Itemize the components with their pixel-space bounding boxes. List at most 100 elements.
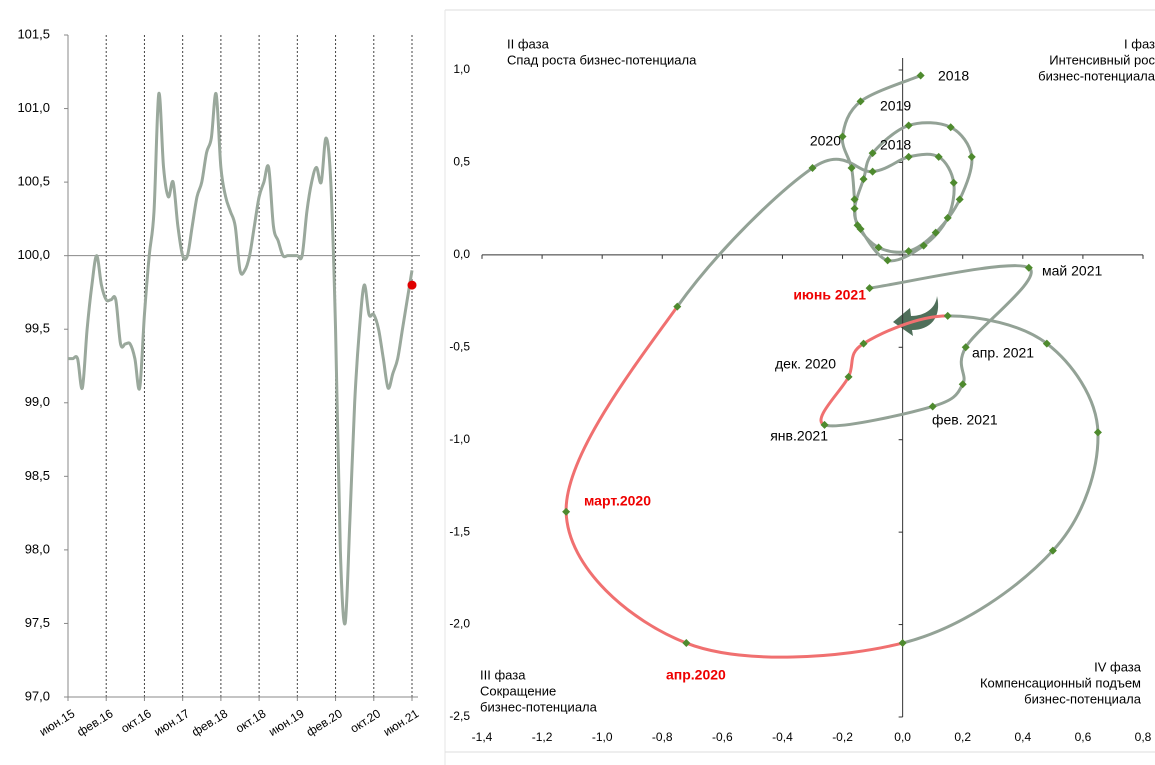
x-tick-label: -0,2 — [832, 730, 853, 744]
x-tick-label: 0,8 — [1135, 730, 1152, 744]
point-marker — [919, 241, 928, 250]
x-tick-label: 0,4 — [1014, 730, 1031, 744]
point-marker — [943, 311, 952, 320]
x-tick-label: июн.19 — [266, 706, 307, 739]
point-marker — [847, 163, 856, 172]
point-marker — [904, 247, 913, 256]
x-tick-label: июн.15 — [37, 706, 78, 739]
phase-label: IV фаза — [1094, 659, 1142, 674]
x-tick-label: окт.16 — [118, 706, 154, 735]
annotation: фев. 2021 — [932, 412, 998, 428]
phase-label: бизнес-потенциала — [1038, 68, 1155, 83]
y-tick-label: 98,0 — [25, 541, 50, 556]
annotation: 2018 — [880, 137, 911, 153]
annotation: 2018 — [938, 68, 969, 84]
point-marker — [1024, 263, 1033, 272]
point-marker — [934, 152, 943, 161]
annotation: май 2021 — [1042, 263, 1102, 279]
phase-label: Компенсационный подъем — [980, 675, 1141, 690]
annotation: янв.2021 — [770, 428, 828, 444]
connector — [862, 314, 948, 345]
point-marker — [928, 402, 937, 411]
point-marker — [883, 256, 892, 265]
point-marker — [946, 123, 955, 132]
trajectory — [676, 74, 974, 308]
trajectory — [947, 314, 1100, 552]
connector — [564, 305, 679, 512]
x-tick-label: фев.16 — [74, 706, 115, 739]
x-tick-label: июн.17 — [151, 706, 192, 739]
x-tick-label: -1,0 — [592, 730, 613, 744]
y-tick-label: -2,0 — [449, 617, 470, 631]
point-marker — [955, 195, 964, 204]
x-tick-label: -1,2 — [532, 730, 553, 744]
point-marker — [958, 380, 967, 389]
phase-label: I фаз — [1124, 36, 1155, 51]
annotation: март.2020 — [584, 493, 651, 509]
point-marker — [838, 132, 847, 141]
x-tick-label: 0,6 — [1075, 730, 1092, 744]
y-tick-label: 1,0 — [453, 62, 470, 76]
trajectory — [869, 264, 1033, 408]
y-tick-label: -0,5 — [449, 339, 470, 353]
annotation: 2019 — [880, 98, 911, 114]
point-marker — [844, 372, 853, 381]
annotation: апр. 2021 — [972, 345, 1034, 361]
point-marker — [961, 343, 970, 352]
point-marker — [916, 71, 925, 80]
point-marker — [1042, 339, 1051, 348]
point-marker — [967, 152, 976, 161]
y-tick-label: 99,0 — [25, 394, 50, 409]
phase-label: бизнес-потенциала — [1024, 691, 1142, 706]
phase-label: Сокращение — [480, 683, 556, 698]
annotation: 2020 — [810, 133, 841, 149]
x-tick-label: -1,4 — [472, 730, 493, 744]
point-marker — [682, 639, 691, 648]
annotation: апр.2020 — [666, 667, 726, 683]
point-marker — [931, 228, 940, 237]
point-marker — [407, 280, 417, 290]
x-tick-label: окт.20 — [348, 706, 384, 735]
point-marker — [949, 178, 958, 187]
y-tick-label: 101,5 — [17, 26, 50, 41]
connector — [902, 549, 1054, 645]
point-marker — [820, 420, 829, 429]
phase-label: бизнес-потенциала — [480, 699, 598, 714]
y-tick-label: -1,5 — [449, 524, 470, 538]
point-marker — [856, 97, 865, 106]
point-marker — [562, 507, 571, 516]
phase-label: Интенсивный рос — [1049, 52, 1155, 67]
x-tick-label: июн.21 — [381, 706, 422, 739]
x-tick-label: 0,0 — [894, 730, 911, 744]
point-marker — [850, 204, 859, 213]
y-tick-label: 101,0 — [17, 100, 50, 115]
y-tick-label: 97,0 — [25, 688, 50, 703]
y-tick-label: 0,5 — [453, 155, 470, 169]
point-marker — [856, 224, 865, 233]
y-tick-label: 100,0 — [17, 247, 50, 262]
y-tick-label: 98,5 — [25, 468, 50, 483]
x-tick-label: 0,2 — [954, 730, 971, 744]
point-marker — [859, 175, 868, 184]
point-marker — [904, 121, 913, 130]
trajectory — [564, 511, 904, 659]
y-tick-label: 97,5 — [25, 615, 50, 630]
phase-label: III фаза — [480, 667, 526, 682]
connector — [824, 405, 934, 428]
point-marker — [874, 243, 883, 252]
phase-label: Спад роста бизнес-потенциала — [507, 52, 697, 67]
point-marker — [868, 149, 877, 158]
point-marker — [859, 339, 868, 348]
point-marker — [898, 639, 907, 648]
point-marker — [850, 195, 859, 204]
line-series — [68, 92, 414, 626]
y-tick-label: -1,0 — [449, 432, 470, 446]
y-tick-label: 0,0 — [453, 247, 470, 261]
x-tick-label: -0,8 — [652, 730, 673, 744]
point-marker — [1093, 428, 1102, 437]
y-tick-label: 100,5 — [17, 174, 50, 189]
y-tick-label: -2,5 — [449, 709, 470, 723]
point-marker — [865, 284, 874, 293]
